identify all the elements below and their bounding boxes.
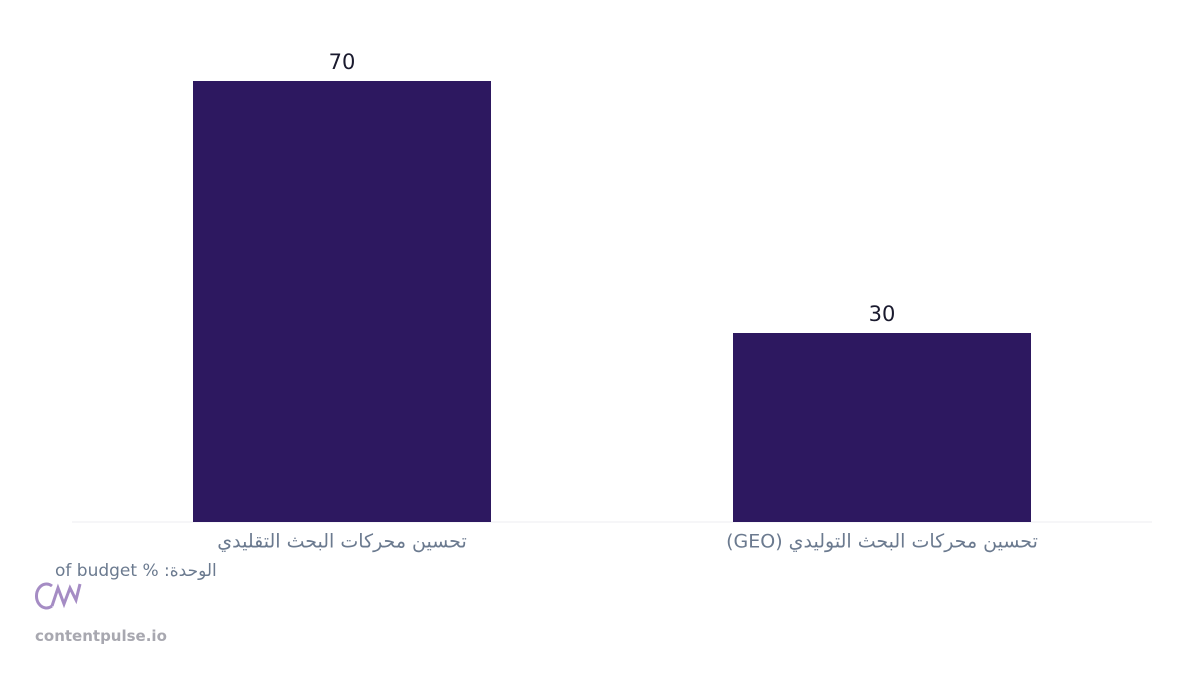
unit-note: الوحدة: % of budget: [55, 561, 217, 581]
logo: [34, 582, 82, 610]
value-label: 70: [329, 50, 356, 74]
bar: [193, 81, 491, 522]
x-tick-label: تحسين محركات البحث التوليدي (GEO): [726, 531, 1038, 553]
source: contentpulse.io: [35, 627, 167, 645]
bar: [733, 333, 1031, 522]
x-tick-label: تحسين محركات البحث التقليدي: [217, 531, 466, 553]
value-label: 30: [869, 302, 896, 326]
